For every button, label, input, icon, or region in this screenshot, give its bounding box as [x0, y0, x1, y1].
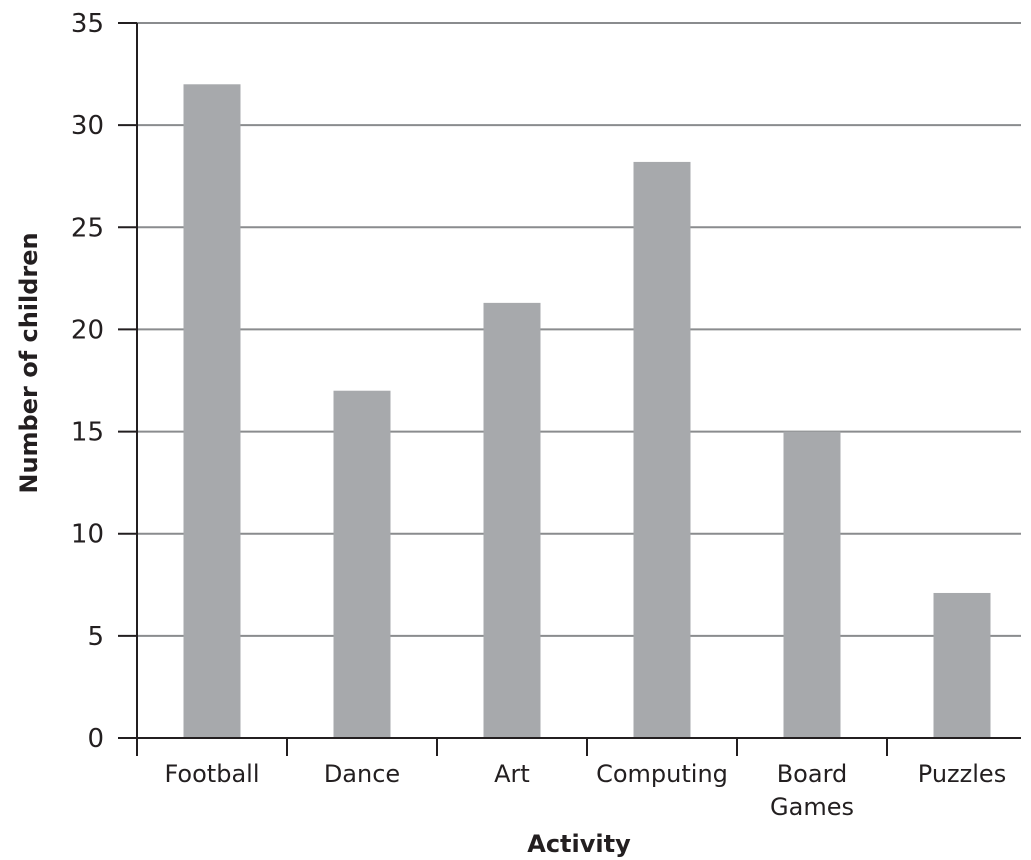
- x-category-label: Art: [494, 760, 530, 788]
- y-tick-label: 30: [71, 111, 104, 141]
- bar: [633, 161, 691, 738]
- y-tick-label: 5: [87, 622, 104, 652]
- axes: [118, 22, 1021, 756]
- y-tick-label: 25: [71, 213, 104, 243]
- y-tick-label: 10: [71, 520, 104, 550]
- bar: [333, 390, 391, 738]
- tick-labels: 0 5 10 15 20 25 30 35 Football Dance Art Computing B…: [71, 9, 1006, 821]
- x-axis-title: Activity: [527, 830, 631, 858]
- x-category-label: Puzzles: [918, 760, 1006, 788]
- bar: [933, 592, 991, 738]
- y-tick-label: 20: [71, 315, 104, 345]
- y-tick-label: 15: [71, 418, 104, 448]
- y-axis-title: Number of children: [15, 232, 43, 493]
- bar: [483, 302, 541, 738]
- x-category-label: Computing: [596, 760, 728, 788]
- y-tick-label: 35: [71, 9, 104, 39]
- x-category-label: Board: [777, 760, 848, 788]
- x-category-label: Football: [164, 760, 259, 788]
- y-tick-label: 0: [87, 724, 104, 754]
- x-category-label: Dance: [324, 760, 400, 788]
- gridlines: [137, 22, 1021, 637]
- bar: [183, 84, 241, 739]
- bar: [783, 431, 841, 738]
- bars: [183, 84, 991, 739]
- x-category-label: Games: [770, 793, 854, 821]
